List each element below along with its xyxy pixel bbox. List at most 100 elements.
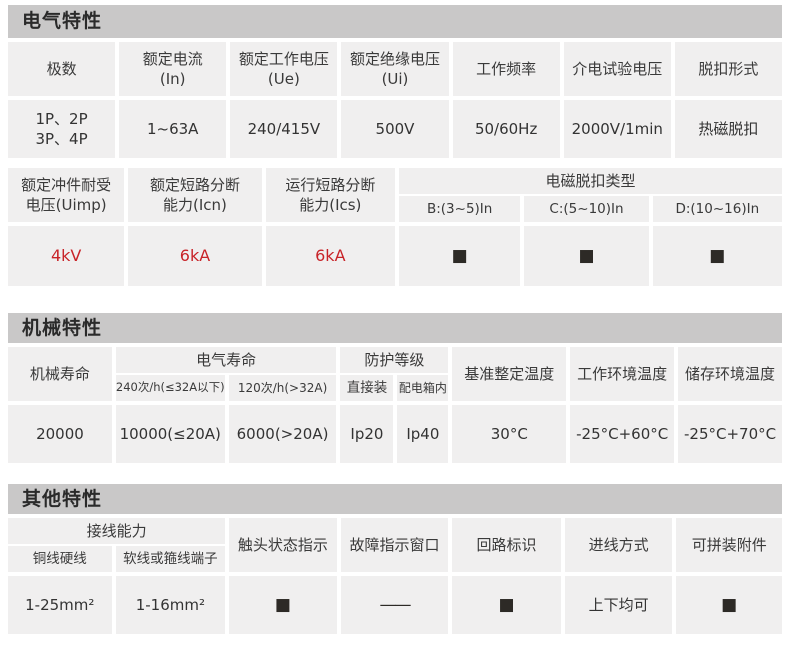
- header-rated-insulation-voltage: 额定绝缘电压 (Ui): [341, 42, 449, 96]
- cell-text: 6000(>20A): [236, 424, 329, 443]
- cell-text: 1-25mm²: [25, 595, 95, 614]
- value-insulation-voltage: 500V: [341, 100, 449, 158]
- cell-text: 工作环境温度: [577, 364, 668, 383]
- cell-text: (In): [159, 70, 186, 88]
- group-header-wiring-capacity: 接线能力: [8, 518, 226, 544]
- subheader-curve-b: B:(3~5)In: [399, 196, 521, 222]
- value-elec-life-240: 10000(≤20A): [115, 405, 225, 463]
- cell-text: 回路标识: [476, 535, 537, 554]
- cell-text: 240次/h(≤32A以下): [115, 380, 225, 395]
- cell-text: 3P、4P: [35, 130, 88, 148]
- header-incoming-line-mode: 进线方式: [564, 518, 673, 572]
- value-rated-current: 1~63A: [119, 100, 227, 158]
- cell-text: 热磁脱扣: [698, 119, 759, 138]
- cell-text: 能力(Ics): [299, 196, 362, 214]
- cell-text: 120次/h(>32A): [237, 380, 328, 395]
- other-table: 接线能力 铜线硬线 软线或箍线端子 触头状态指示 故障指示窗口 回路标识 进线方…: [8, 518, 782, 634]
- cell-text: B:(3~5)In: [426, 200, 493, 217]
- square-marker-icon: ■: [709, 245, 726, 266]
- cell-text: 铜线硬线: [32, 550, 87, 567]
- cell-text: 能力(Icn): [163, 196, 227, 214]
- value-ics: 6kA: [265, 226, 395, 286]
- cell-text: 2000V/1min: [571, 119, 663, 138]
- dash-fault-window: ——: [340, 576, 449, 634]
- section-title-mechanical: 机械特性: [8, 313, 782, 343]
- cell-text: 50/60Hz: [474, 119, 538, 138]
- cell-text: 储存环境温度: [685, 364, 776, 383]
- value-impulse-voltage: 4kV: [8, 226, 125, 286]
- value-copper-wire-size: 1-25mm²: [8, 576, 112, 634]
- cell-text: 1~63A: [146, 119, 199, 138]
- cell-text: 机械寿命: [29, 364, 90, 383]
- cell-text: 额定短路分断: [149, 175, 240, 194]
- cell-text: 1-16mm²: [135, 595, 205, 614]
- cell-text: 额定电流: [142, 49, 203, 68]
- filled-square-curve-b: ■: [399, 226, 521, 286]
- square-marker-icon: ■: [274, 594, 291, 615]
- value-elec-life-120: 6000(>20A): [228, 405, 337, 463]
- cell-text: 介电试验电压: [572, 59, 663, 78]
- cell-text: C:(5~10)In: [549, 200, 624, 217]
- header-impulse-withstand-voltage: 额定冲件耐受 电压(Uimp): [8, 168, 125, 222]
- filled-square-accessories: ■: [676, 576, 782, 634]
- cell-text: 6kA: [315, 246, 346, 266]
- value-reference-temp: 30°C: [452, 405, 567, 463]
- filled-square-contact-indicator: ■: [229, 576, 337, 634]
- cell-text: 软线或箍线端子: [123, 550, 218, 567]
- cell-text: 电气寿命: [196, 350, 257, 369]
- value-icn: 6kA: [128, 226, 262, 286]
- cell-text: 防护等级: [364, 350, 425, 369]
- cell-text: 配电箱内: [398, 380, 447, 395]
- cell-text: 20000: [36, 424, 84, 443]
- dash-marker: ——: [379, 594, 411, 615]
- header-dielectric-test-voltage: 介电试验电压: [563, 42, 671, 96]
- square-marker-icon: ■: [721, 594, 738, 615]
- square-marker-icon: ■: [578, 245, 595, 266]
- value-storage-temp: -25°C+70°C: [678, 405, 782, 463]
- section-other: 其他特性 接线能力 铜线硬线 软线或箍线端子 触头状态指示 故障指示窗口 回路标…: [8, 484, 782, 634]
- cell-text: 额定工作电压: [238, 49, 329, 68]
- header-rated-working-voltage: 额定工作电压 (Ue): [230, 42, 338, 96]
- value-working-voltage: 240/415V: [230, 100, 338, 158]
- cell-text: 故障指示窗口: [349, 535, 440, 554]
- value-mechanical-life: 20000: [8, 405, 112, 463]
- section-title-electrical: 电气特性: [8, 5, 782, 38]
- cell-text: 基准整定温度: [464, 364, 555, 383]
- cell-text: 接线能力: [86, 521, 147, 540]
- section-mechanical: 机械特性 机械寿命 电气寿命 防护等级 240次/h(≤32A以下) 120次/…: [8, 313, 782, 463]
- header-storage-ambient-temp: 储存环境温度: [678, 347, 782, 401]
- cell-text: 240/415V: [247, 119, 321, 138]
- header-stackable-accessories: 可拼装附件: [676, 518, 782, 572]
- cell-text: (Ue): [267, 70, 300, 88]
- filled-square-circuit-marking: ■: [452, 576, 561, 634]
- header-reference-calibration-temp: 基准整定温度: [452, 347, 567, 401]
- header-working-ambient-temp: 工作环境温度: [570, 347, 675, 401]
- header-mechanical-life: 机械寿命: [8, 347, 112, 401]
- subheader-curve-d: D:(10~16)In: [652, 196, 782, 222]
- cell-text: 上下均可: [588, 595, 649, 614]
- cell-text: 1P、2P: [35, 109, 88, 128]
- group-header-magnetic-trip-type: 电磁脱扣类型: [399, 168, 782, 194]
- group-header-protection-rating: 防护等级: [340, 347, 449, 373]
- value-working-temp: -25°C+60°C: [570, 405, 675, 463]
- group-header-electrical-life: 电气寿命: [115, 347, 337, 373]
- filled-square-curve-c: ■: [524, 226, 649, 286]
- filled-square-curve-d: ■: [652, 226, 782, 286]
- header-rated-current: 额定电流 (In): [119, 42, 227, 96]
- header-fault-indicator-window: 故障指示窗口: [340, 518, 449, 572]
- cell-text: 10000(≤20A): [119, 424, 221, 443]
- cell-text: 电压(Uimp): [25, 196, 107, 214]
- cell-text: -25°C+70°C: [683, 424, 777, 443]
- electrical-table-bottom: 额定冲件耐受 电压(Uimp) 额定短路分断 能力(Icn) 运行短路分断 能力(Ic…: [8, 168, 782, 286]
- electrical-table-top: 极数 额定电流 (In) 额定工作电压 (Ue) 额定绝缘电压 (Ui) 工作频率 介…: [8, 42, 782, 158]
- header-circuit-marking: 回路标识: [452, 518, 561, 572]
- section-title-other: 其他特性: [8, 484, 782, 514]
- value-dielectric-test-voltage: 2000V/1min: [563, 100, 671, 158]
- value-ip-direct: Ip20: [340, 405, 394, 463]
- square-marker-icon: ■: [451, 245, 468, 266]
- cell-text: 直接装: [346, 379, 388, 396]
- square-marker-icon: ■: [498, 594, 515, 615]
- header-service-breaking-capacity: 运行短路分断 能力(Ics): [265, 168, 395, 222]
- cell-text: 4kV: [50, 246, 82, 266]
